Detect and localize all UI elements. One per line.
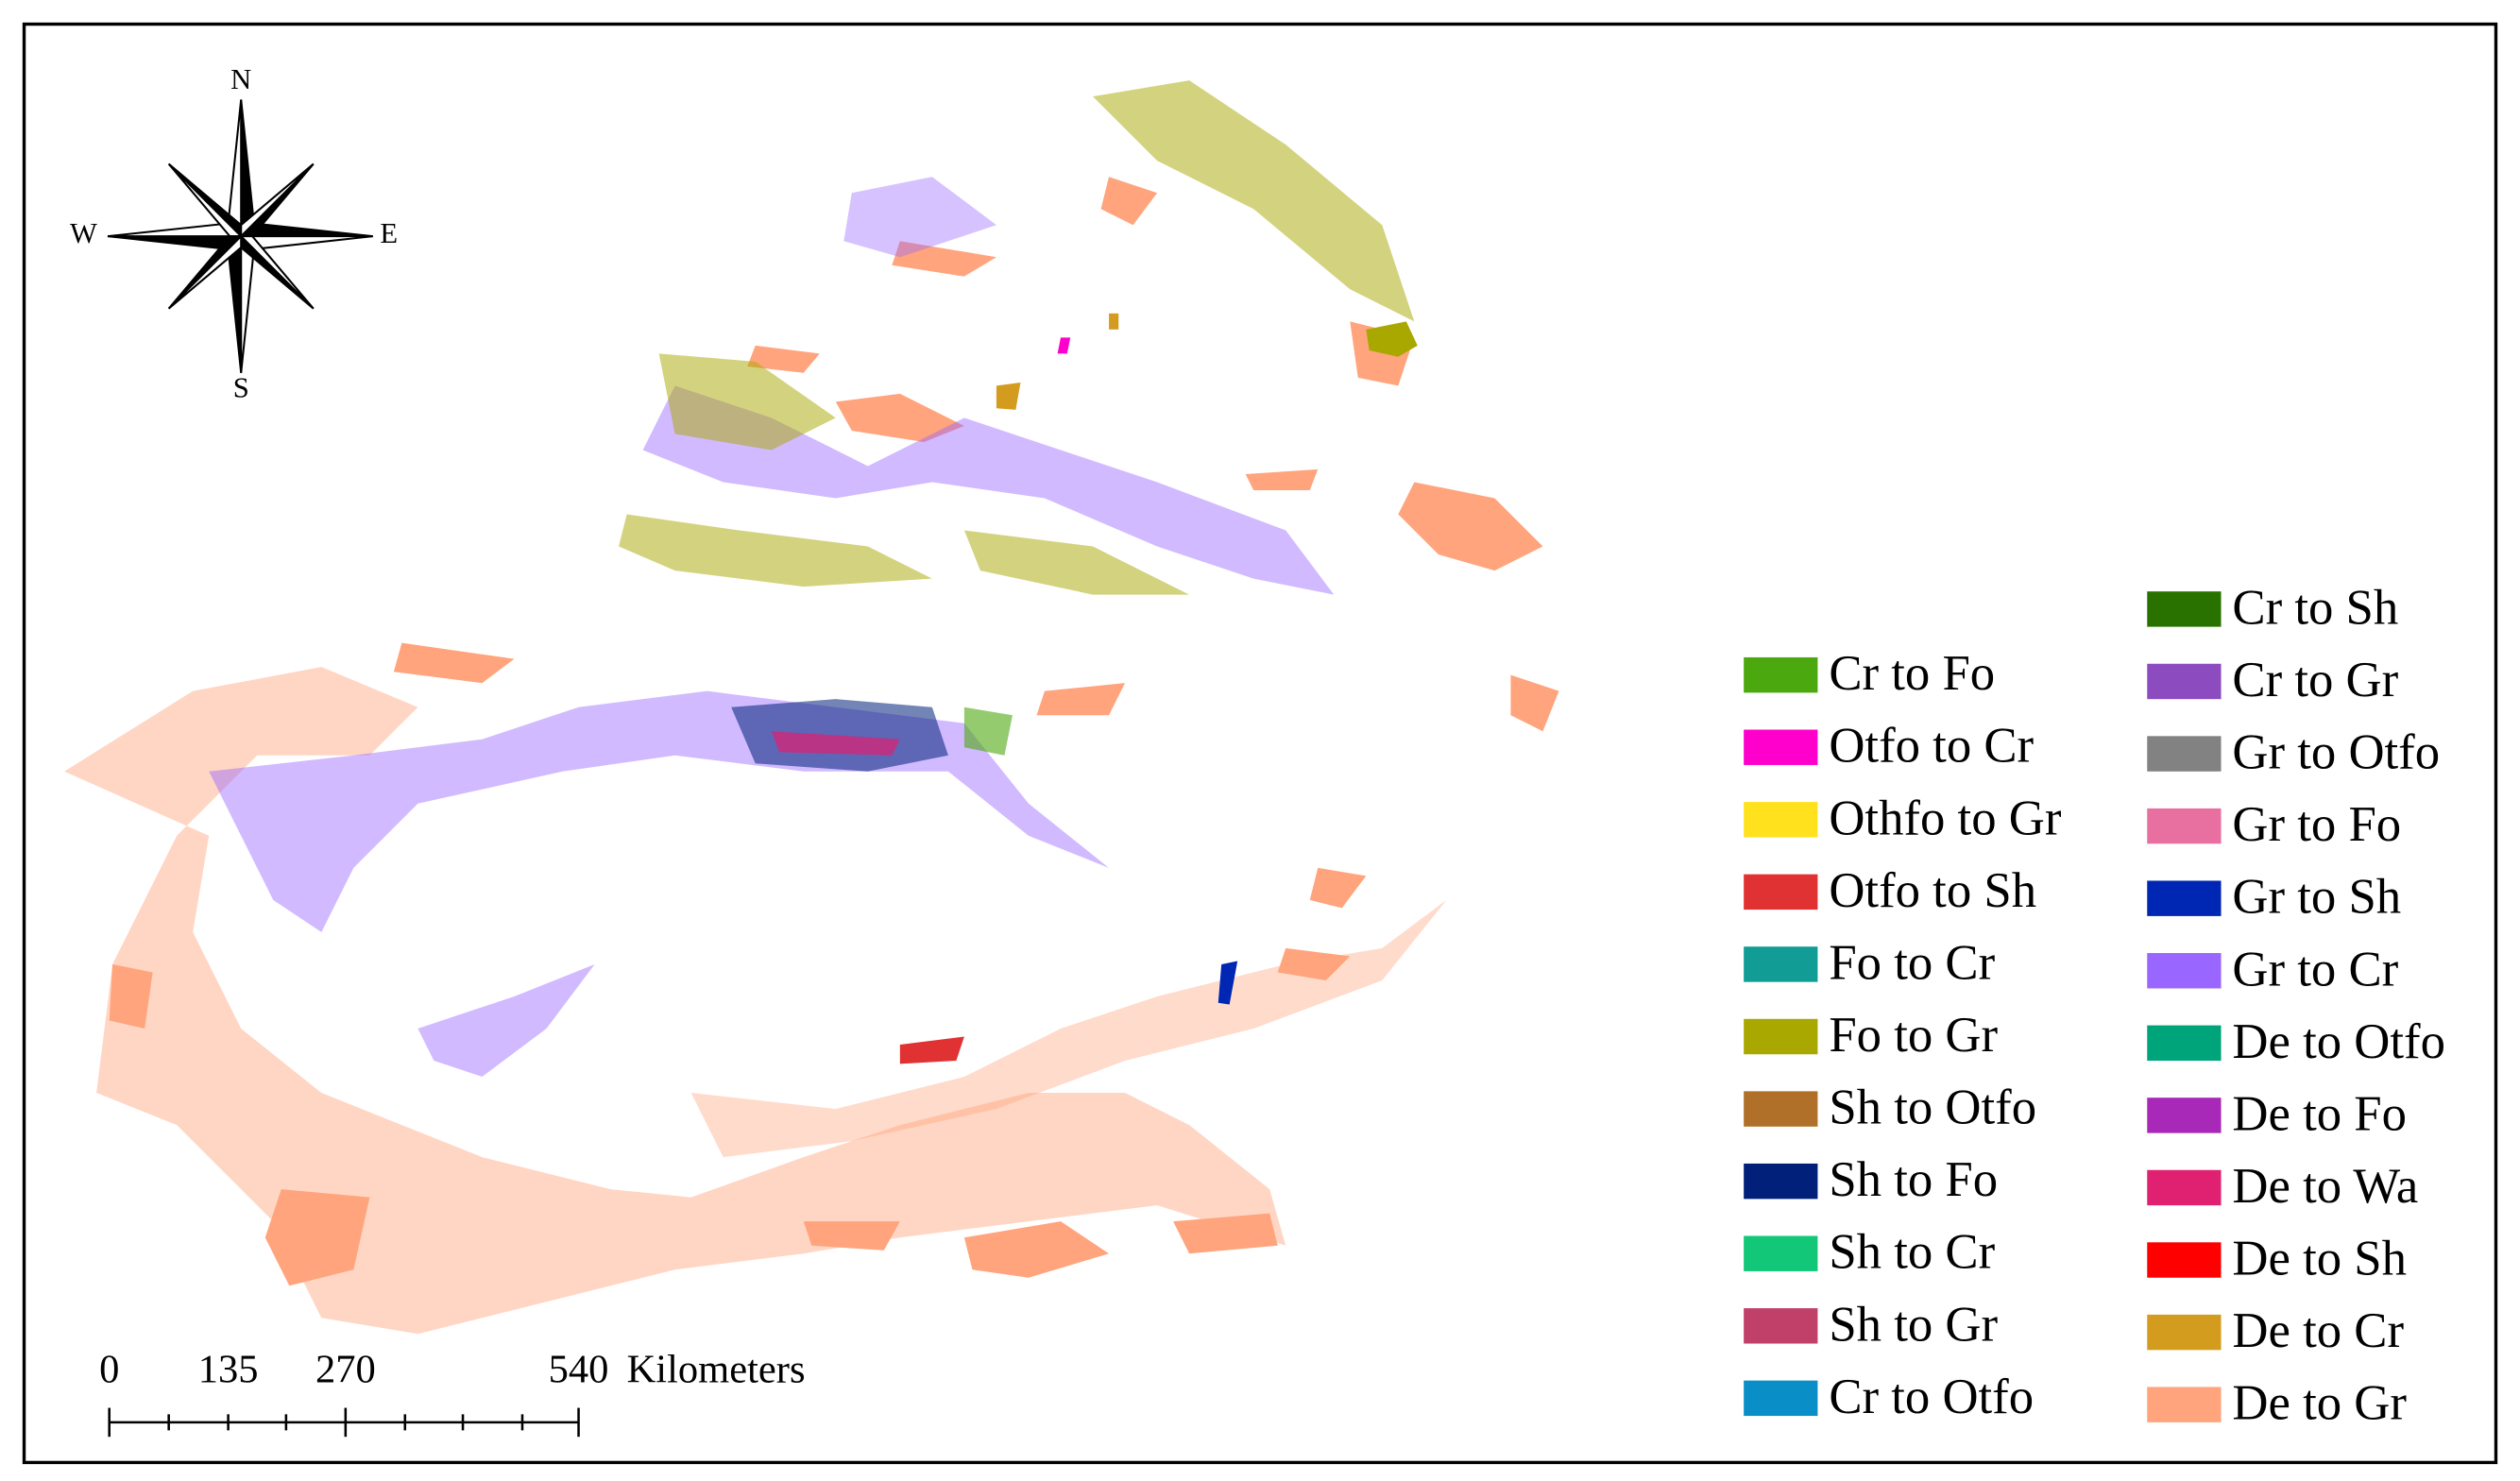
legend-swatch bbox=[1744, 1235, 1818, 1271]
legend-swatch bbox=[1744, 1380, 1818, 1417]
map-area bbox=[64, 80, 1559, 1335]
legend-label: Fo to Cr bbox=[1829, 935, 1995, 990]
legend-swatch bbox=[1744, 1163, 1818, 1200]
scale-unit: Kilometers bbox=[627, 1347, 806, 1391]
legend-swatch bbox=[1744, 802, 1818, 838]
scale-label: 0 bbox=[99, 1347, 119, 1391]
legend-label: Sh to Cr bbox=[1829, 1225, 1995, 1280]
legend-swatch bbox=[1744, 729, 1818, 765]
compass-n: N bbox=[230, 63, 251, 95]
compass-w: W bbox=[70, 217, 97, 249]
scale-label: 135 bbox=[198, 1347, 259, 1391]
legend-swatch bbox=[2147, 880, 2222, 916]
legend-swatch bbox=[1744, 656, 1818, 693]
legend-label: Othfo to Gr bbox=[1829, 791, 2061, 845]
legend-label: De to Fo bbox=[2232, 1086, 2407, 1141]
legend-label: Gr to Otfo bbox=[2232, 725, 2440, 780]
legend-label: De to Gr bbox=[2232, 1376, 2407, 1431]
legend: Cr to Fo Otfo to Cr Othfo to Gr Otfo to Sh F… bbox=[1744, 580, 2445, 1431]
legend-label: De to Cr bbox=[2232, 1303, 2404, 1358]
legend-swatch bbox=[2147, 1098, 2222, 1133]
scale-bar: 0 135 270 540 Kilometers bbox=[99, 1347, 806, 1438]
scale-label: 270 bbox=[315, 1347, 376, 1391]
legend-swatch bbox=[2147, 808, 2222, 844]
patches-de-to-gr bbox=[64, 177, 1559, 1335]
legend-swatch bbox=[2147, 953, 2222, 989]
legend-label: Sh to Otfo bbox=[1829, 1081, 2036, 1135]
legend-label: Otfo to Sh bbox=[1829, 863, 2036, 918]
legend-label: Cr to Otfo bbox=[1829, 1370, 2034, 1424]
legend-swatch bbox=[2147, 1242, 2222, 1278]
legend-swatch bbox=[2147, 1387, 2222, 1422]
legend-label: Gr to Fo bbox=[2232, 797, 2401, 852]
patches-fo-to-gr bbox=[619, 80, 1415, 595]
legend-swatch bbox=[2147, 591, 2222, 627]
legend-swatch bbox=[1744, 1018, 1818, 1055]
legend-swatch bbox=[2147, 1314, 2222, 1351]
legend-label: De to Wa bbox=[2232, 1159, 2418, 1214]
legend-swatch bbox=[2147, 663, 2222, 700]
compass: N S W E bbox=[70, 63, 398, 404]
legend-label: De to Sh bbox=[2232, 1232, 2407, 1286]
patches-mixed bbox=[731, 313, 1238, 1064]
legend-swatch bbox=[1744, 1091, 1818, 1127]
scale-ticks bbox=[108, 1407, 580, 1438]
legend-label: Fo to Gr bbox=[1829, 1008, 1998, 1063]
legend-label: Cr to Gr bbox=[2232, 653, 2398, 707]
legend-label: Otfo to Cr bbox=[1829, 719, 2034, 774]
legend-label: De to Otfo bbox=[2232, 1014, 2445, 1069]
legend-label: Cr to Fo bbox=[1829, 646, 1995, 701]
scale-label: 540 bbox=[549, 1347, 609, 1391]
legend-label: Sh to Fo bbox=[1829, 1152, 1998, 1207]
legend-swatch bbox=[2147, 1025, 2222, 1062]
legend-swatch bbox=[1744, 1308, 1818, 1344]
legend-label: Sh to Gr bbox=[1829, 1297, 1998, 1352]
compass-e: E bbox=[380, 217, 398, 249]
legend-swatch bbox=[2147, 1169, 2222, 1206]
legend-label: Cr to Sh bbox=[2232, 580, 2398, 635]
legend-label: Gr to Sh bbox=[2232, 870, 2401, 925]
patch-fo-to-gr bbox=[1366, 321, 1418, 357]
legend-swatch bbox=[1744, 874, 1818, 911]
legend-swatch bbox=[2147, 736, 2222, 772]
compass-s: S bbox=[233, 372, 249, 404]
legend-swatch bbox=[1744, 946, 1818, 982]
legend-label: Gr to Cr bbox=[2232, 942, 2398, 996]
